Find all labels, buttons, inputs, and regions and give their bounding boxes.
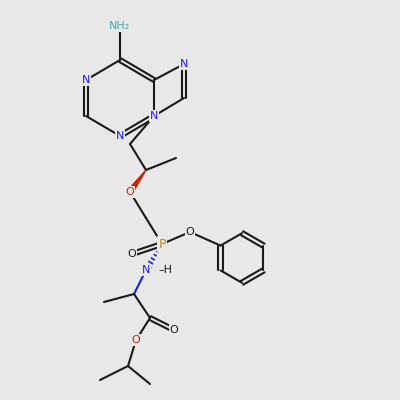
Text: P: P bbox=[158, 238, 166, 250]
Text: O: O bbox=[128, 249, 136, 259]
Text: O: O bbox=[126, 187, 134, 197]
Text: N: N bbox=[150, 111, 158, 121]
Text: N: N bbox=[116, 131, 124, 141]
Polygon shape bbox=[128, 170, 146, 194]
Text: N: N bbox=[180, 59, 188, 69]
Text: O: O bbox=[186, 227, 194, 237]
Text: NH₂: NH₂ bbox=[109, 21, 131, 31]
Text: N: N bbox=[82, 75, 90, 85]
Text: O: O bbox=[170, 325, 178, 335]
Text: N: N bbox=[142, 265, 150, 275]
Text: O: O bbox=[132, 335, 140, 345]
Text: –H: –H bbox=[159, 265, 173, 275]
